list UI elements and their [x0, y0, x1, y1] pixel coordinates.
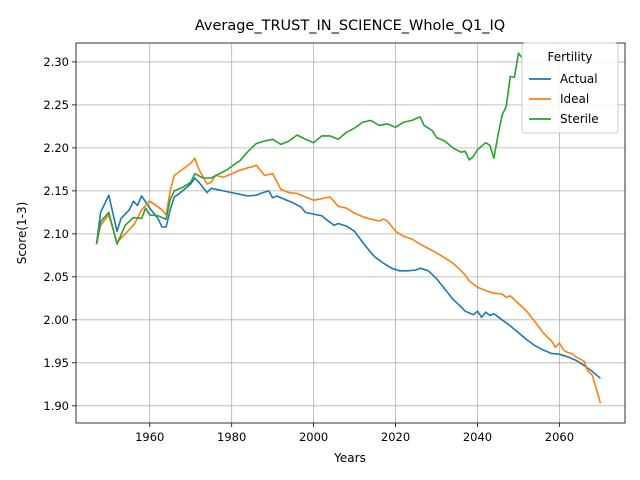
x-tick-label: 2060 [545, 430, 574, 444]
y-tick-label: 2.05 [43, 270, 69, 284]
series-line-sterile [95, 52, 524, 245]
x-tick-label: 2020 [381, 430, 410, 444]
legend-label-ideal: Ideal [560, 92, 589, 106]
y-tick-label: 2.10 [43, 227, 69, 241]
legend-label-actual: Actual [560, 72, 598, 86]
y-tick-label: 2.20 [43, 141, 69, 155]
y-tick-label: 2.00 [43, 313, 69, 327]
series-line-actual [95, 177, 601, 379]
chart-title: Average_TRUST_IN_SCIENCE_Whole_Q1_IQ [195, 18, 505, 34]
y-axis-ticks: 1.90 1.95 2.00 2.05 2.10 2.15 2.20 2.25 2.30 [43, 55, 76, 413]
series-line-ideal [95, 157, 602, 404]
x-tick-label: 1980 [217, 430, 246, 444]
x-tick-label: 1960 [135, 430, 164, 444]
plot-frame [75, 42, 626, 424]
x-axis-label: Years [333, 451, 366, 465]
x-tick-label: 2040 [463, 430, 492, 444]
y-tick-label: 2.15 [43, 184, 69, 198]
y-tick-label: 2.30 [43, 55, 69, 69]
y-tick-label: 1.90 [43, 399, 69, 413]
series-lines [95, 52, 602, 404]
legend: Fertility Actual Ideal Sterile [521, 42, 619, 134]
legend-box [521, 42, 619, 134]
legend-title: Fertility [547, 50, 592, 64]
y-tick-label: 1.95 [43, 356, 69, 370]
x-tick-label: 2000 [299, 430, 328, 444]
legend-label-sterile: Sterile [560, 112, 599, 126]
y-axis-label: Score(1-3) [15, 202, 29, 265]
x-axis-ticks: 1960 1980 2000 2020 2040 2060 [135, 423, 574, 444]
legend-entries: Actual Ideal Sterile [529, 72, 599, 126]
y-tick-label: 2.25 [43, 98, 69, 112]
